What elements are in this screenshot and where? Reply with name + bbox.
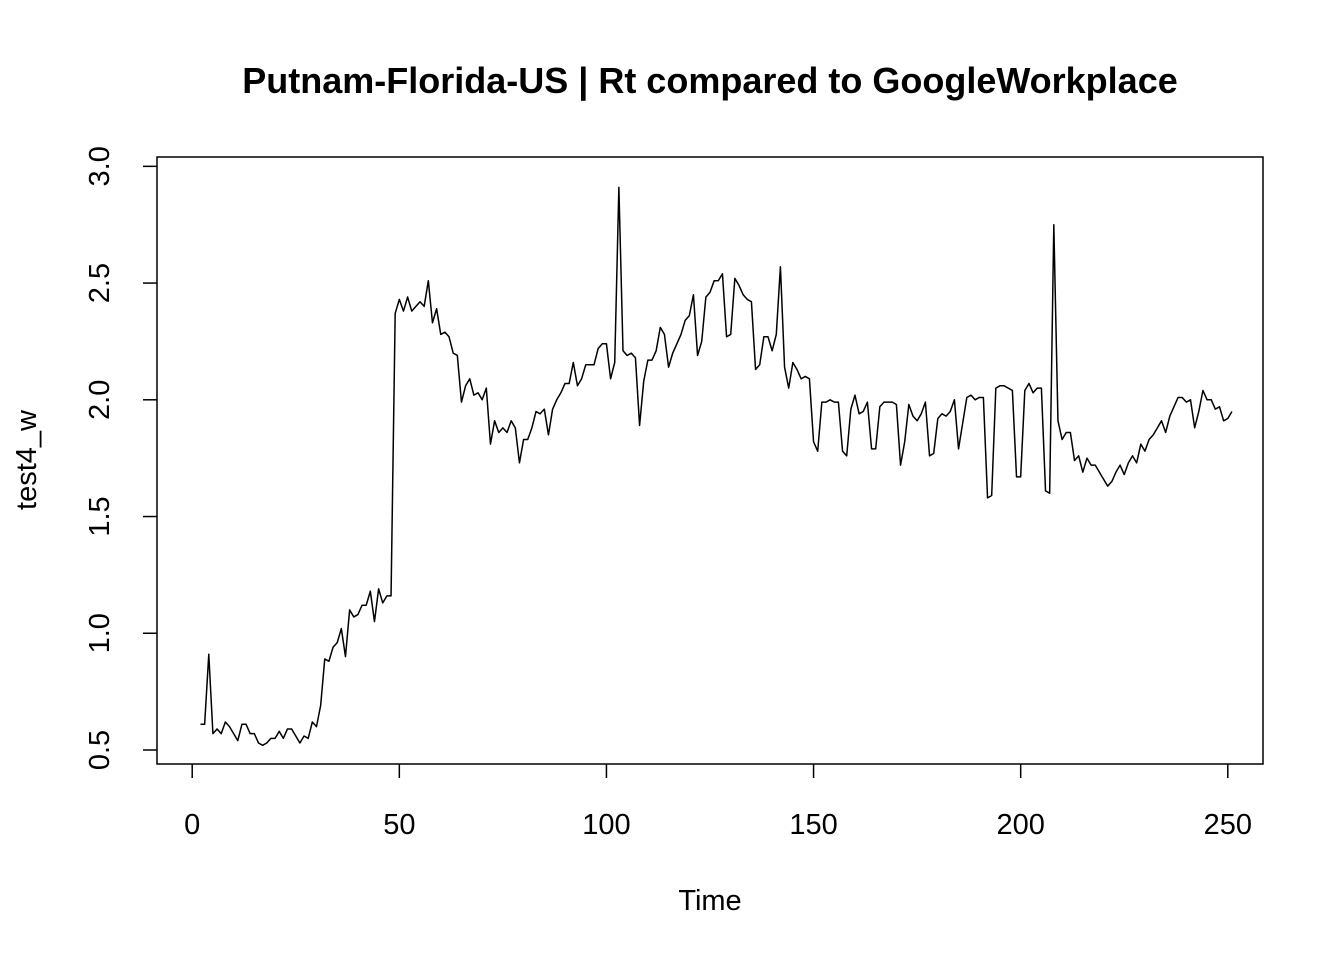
x-axis-label: Time xyxy=(678,885,741,917)
x-tick-label: 100 xyxy=(582,809,630,841)
y-axis: 0.5 1.0 1.5 2.0 2.5 3.0 xyxy=(84,146,157,770)
x-tick-label: 50 xyxy=(383,809,415,841)
plot-frame xyxy=(156,156,1264,765)
x-axis: 0 50 100 150 200 250 xyxy=(184,764,1252,841)
y-tick-label: 1.5 xyxy=(84,496,116,536)
y-tick-label: 2.5 xyxy=(84,263,116,303)
x-tick-label: 150 xyxy=(789,809,837,841)
x-tick-label: 200 xyxy=(996,809,1044,841)
y-axis-label: test4_w xyxy=(11,409,43,510)
chart-title: Putnam-Florida-US | Rt compared to Googl… xyxy=(242,60,1178,102)
y-tick-label: 2.0 xyxy=(84,380,116,420)
x-tick-label: 0 xyxy=(184,809,200,841)
y-tick-label: 0.5 xyxy=(84,730,116,770)
y-tick-label: 3.0 xyxy=(84,146,116,186)
series-line xyxy=(200,186,1233,747)
y-tick-label: 1.0 xyxy=(84,613,116,653)
x-tick-label: 250 xyxy=(1204,809,1252,841)
